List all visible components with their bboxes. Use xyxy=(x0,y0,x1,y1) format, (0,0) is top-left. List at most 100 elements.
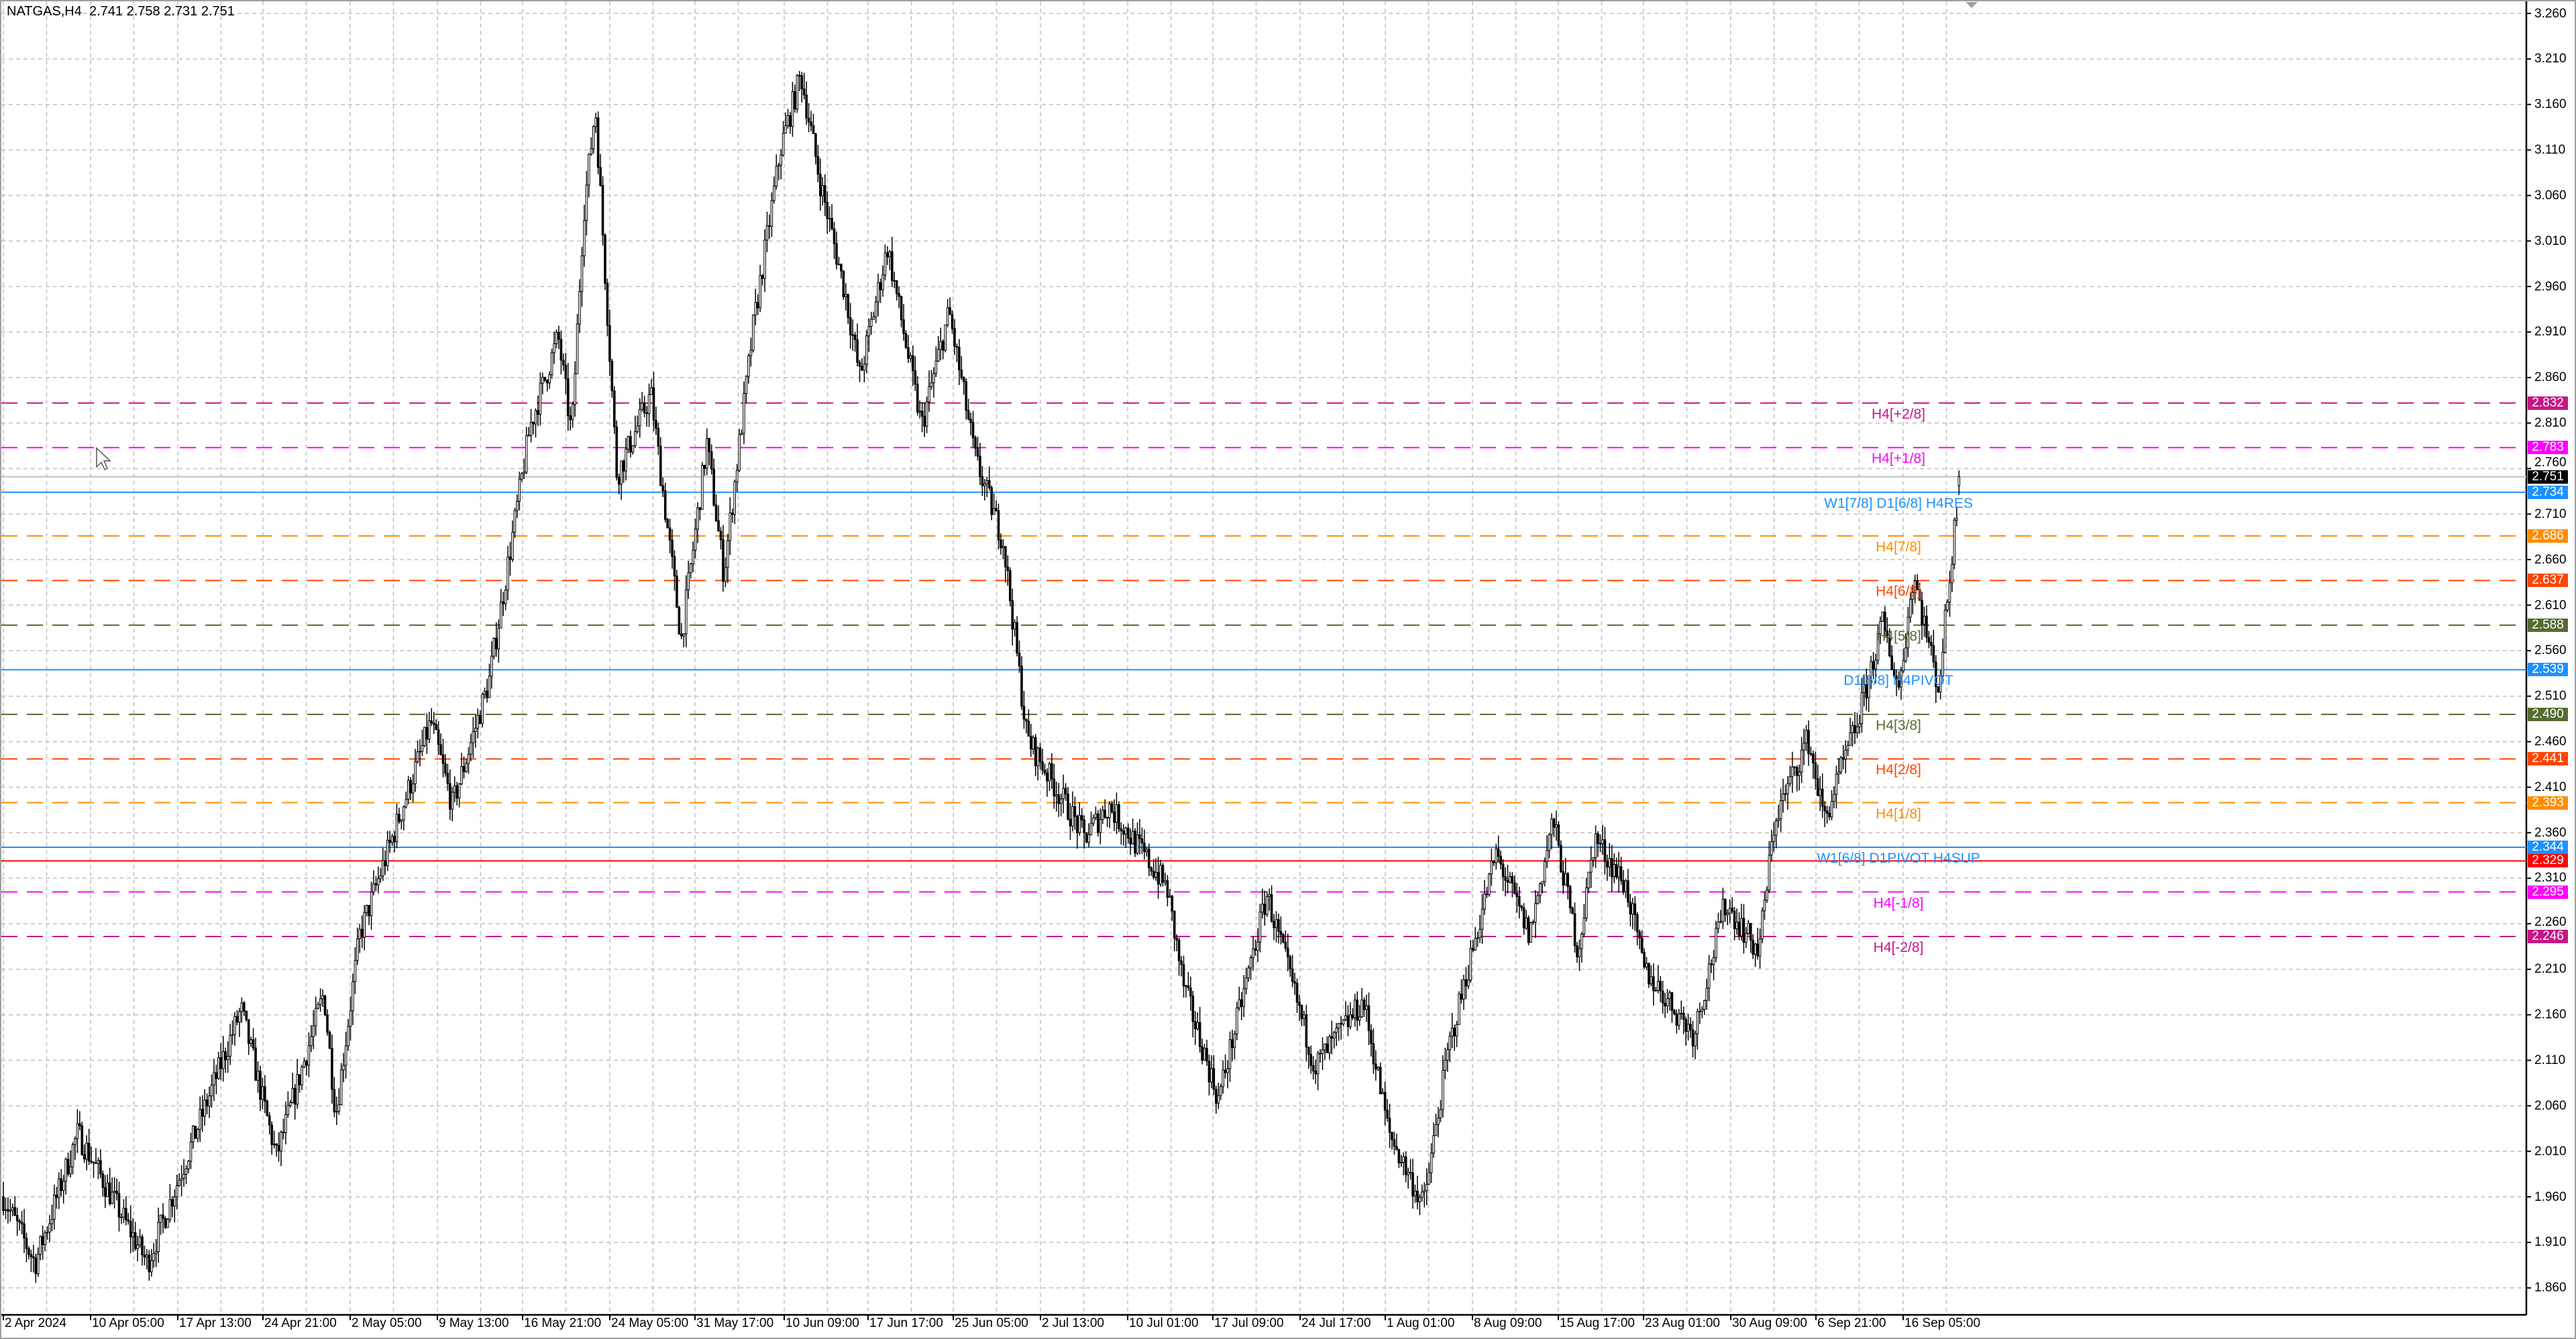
candle-body xyxy=(1011,600,1014,630)
candle-body xyxy=(1159,865,1162,885)
candle xyxy=(784,112,787,134)
candle-body xyxy=(979,456,981,477)
price-tick-label: 2.710 xyxy=(2534,506,2567,521)
candle xyxy=(1089,811,1093,836)
candle xyxy=(1388,1104,1391,1148)
candle-body xyxy=(641,403,644,410)
candle-body xyxy=(71,1144,74,1167)
candle xyxy=(902,304,905,341)
price-tick-label: 3.160 xyxy=(2534,97,2567,112)
candle-body xyxy=(879,282,882,290)
candle xyxy=(1289,955,1292,977)
candle xyxy=(1205,1039,1208,1066)
candle xyxy=(849,303,852,349)
candle xyxy=(1182,955,1185,998)
candle-body xyxy=(360,928,364,938)
candle-body xyxy=(108,1182,111,1204)
candle-body xyxy=(1724,898,1727,916)
candle xyxy=(782,121,785,157)
candle-body xyxy=(756,302,759,309)
candle xyxy=(1756,927,1759,960)
candle xyxy=(298,1074,301,1093)
candle-body xyxy=(1201,1046,1203,1061)
candle-body xyxy=(46,1232,49,1234)
candle xyxy=(460,753,463,786)
candle xyxy=(414,749,417,792)
candle-body xyxy=(1841,757,1845,760)
candle xyxy=(291,1073,294,1104)
candle xyxy=(1196,1012,1199,1030)
candle xyxy=(622,459,625,483)
candle-body xyxy=(1067,794,1069,820)
candle-body xyxy=(1664,1002,1666,1007)
candle-body xyxy=(1358,1016,1361,1021)
candle xyxy=(173,1189,176,1223)
candle xyxy=(1689,1017,1692,1038)
candle xyxy=(694,519,697,559)
candle-body xyxy=(1113,811,1116,823)
candle-body xyxy=(1064,788,1067,795)
candle xyxy=(1733,906,1736,941)
candle xyxy=(136,1235,139,1262)
candle xyxy=(1803,729,1805,765)
candle xyxy=(1462,974,1465,1010)
candle-body xyxy=(178,1179,180,1186)
candle xyxy=(1599,834,1602,853)
candle xyxy=(567,363,570,431)
candle-body xyxy=(1180,960,1183,965)
candle-body xyxy=(773,186,775,201)
candle-body xyxy=(154,1251,158,1254)
candle xyxy=(592,125,595,154)
candle-body xyxy=(729,513,732,541)
candle-body xyxy=(668,527,672,541)
price-tick-label: 2.610 xyxy=(2534,598,2567,612)
candle xyxy=(604,233,606,290)
candle xyxy=(727,533,729,584)
candle xyxy=(798,70,801,91)
level-label: H4[5/8] xyxy=(1876,628,1921,644)
candle xyxy=(729,497,732,555)
candle-body xyxy=(1161,865,1165,883)
candle xyxy=(1404,1151,1407,1183)
candle xyxy=(486,678,488,703)
candle xyxy=(1513,875,1516,895)
price-tick-label: 2.110 xyxy=(2534,1053,2566,1068)
candle xyxy=(270,1121,273,1155)
candle-body xyxy=(1888,637,1891,657)
candle-body xyxy=(1619,866,1623,881)
candle-body xyxy=(731,513,734,515)
candle-body xyxy=(1316,1053,1320,1075)
candle-body xyxy=(511,531,514,560)
candle-body xyxy=(1453,1027,1456,1036)
candle xyxy=(344,1031,347,1079)
candle-body xyxy=(1097,813,1099,833)
candle xyxy=(1686,1014,1690,1041)
candle-body xyxy=(85,1142,89,1160)
candle xyxy=(608,309,611,376)
candle-body xyxy=(608,325,611,362)
candle-body xyxy=(409,780,413,794)
candle-body xyxy=(166,1219,169,1228)
candle xyxy=(923,402,926,437)
candle-body xyxy=(1455,1024,1458,1036)
candle-body xyxy=(883,252,887,276)
candle-body xyxy=(1821,788,1824,807)
candle xyxy=(786,109,790,129)
candle-body xyxy=(802,89,806,96)
candle-body xyxy=(1391,1132,1393,1140)
candle xyxy=(1453,1024,1456,1051)
candle-body xyxy=(390,836,394,843)
candle-body xyxy=(141,1236,144,1256)
candle-body xyxy=(1566,873,1569,888)
candle-body xyxy=(821,185,824,197)
candle-body xyxy=(1582,917,1586,935)
candle-body xyxy=(1242,988,1246,1007)
candle xyxy=(495,622,498,657)
candle xyxy=(1624,879,1627,898)
candle xyxy=(506,545,509,600)
candle-body xyxy=(41,1236,44,1245)
candle xyxy=(360,915,364,949)
candle-body xyxy=(1471,948,1474,951)
